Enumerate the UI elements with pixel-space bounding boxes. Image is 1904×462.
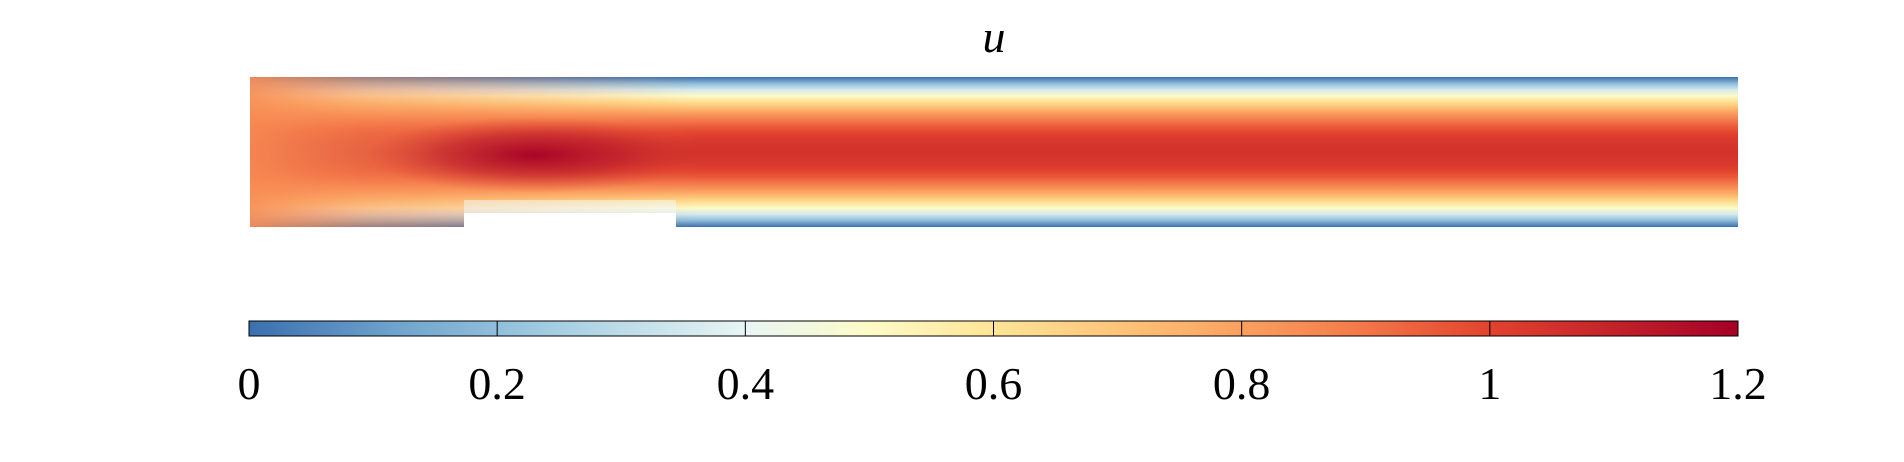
colorbar-ticks: 0 0.2 0.4 0.6 0.8 1 1.2 — [238, 321, 1767, 409]
obstacle-wake — [464, 200, 676, 213]
field-title: u — [983, 11, 1006, 62]
velocity-maximum — [365, 117, 705, 193]
colorbar: 0 0.2 0.4 0.6 0.8 1 1.2 — [238, 320, 1767, 409]
colorbar-tick-label: 0.6 — [965, 358, 1023, 409]
colorbar-tick-label: 0 — [238, 358, 261, 409]
colorbar-tick-label: 1.2 — [1709, 358, 1767, 409]
colorbar-tick-label: 0.4 — [717, 358, 775, 409]
colorbar-tick-label: 1 — [1478, 358, 1501, 409]
colorbar-tick-label: 0.2 — [468, 358, 526, 409]
velocity-heatmap — [250, 77, 1738, 227]
colorbar-tick-label: 0.8 — [1213, 358, 1271, 409]
